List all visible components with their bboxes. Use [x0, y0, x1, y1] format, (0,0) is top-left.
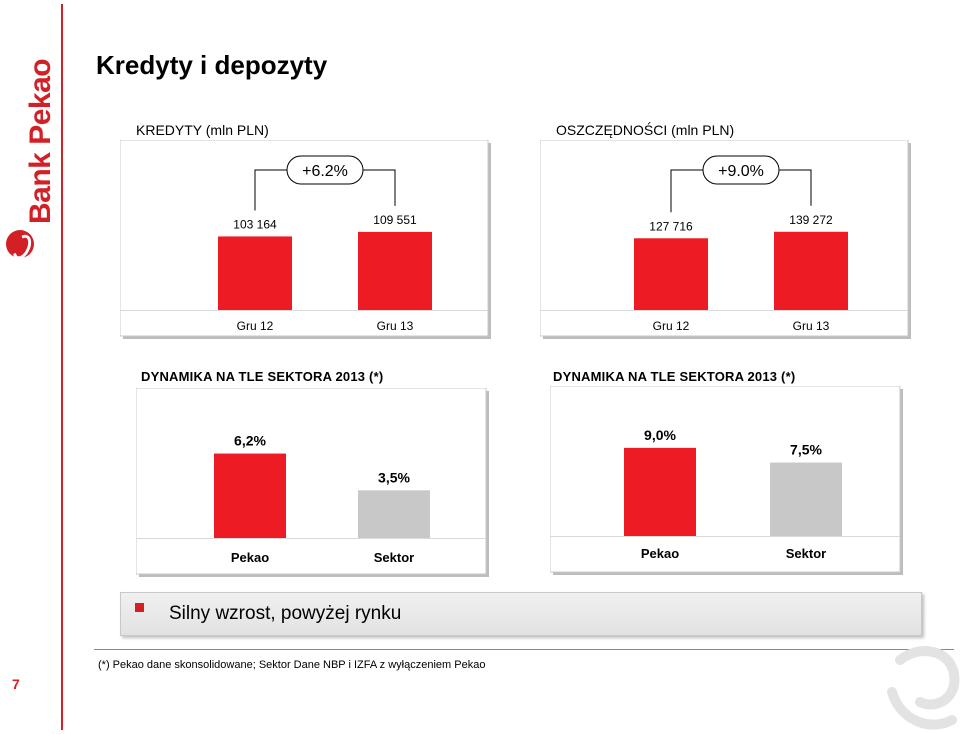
change-label: +6.2%: [302, 163, 348, 180]
kredyty-chart: 103 164 Gru 12 109 551 Gru 13 +6.2%: [120, 140, 491, 339]
dynamika-right-label: DYNAMIKA NA TLE SEKTORA 2013 (*): [553, 369, 796, 384]
dynamika-left-label: DYNAMIKA NA TLE SEKTORA 2013 (*): [141, 369, 384, 384]
category-label: Sektor: [786, 546, 826, 561]
change-label: +9.0%: [718, 163, 764, 180]
bar-value-label: 103 164: [233, 217, 277, 231]
chart-panel: [550, 386, 901, 573]
bar-sektor: [770, 462, 842, 536]
bar-pekao: [214, 453, 286, 538]
bar-gru-12: [634, 238, 708, 310]
change-badge: [702, 155, 780, 185]
page-title: Kredyty i depozyty: [96, 50, 328, 80]
oszczednosci-chart: 127 716 Gru 12 139 272 Gru 13 +9.0%: [540, 140, 911, 339]
kredyty-label: KREDYTY (mln PLN): [136, 122, 269, 138]
category-label: Gru 12: [653, 319, 690, 333]
logo-mark-icon: [6, 230, 34, 258]
bar-value-label: 127 716: [649, 219, 693, 233]
logo-text: Bank Pekao: [24, 58, 57, 224]
bar-pekao: [624, 447, 696, 536]
bar-gru-12: [218, 236, 292, 310]
category-label: Gru 13: [793, 319, 830, 333]
category-label: Gru 12: [237, 319, 274, 333]
bank-logo: Bank Pekao: [0, 34, 57, 258]
category-label: Pekao: [641, 546, 679, 561]
bar-value-label: 7,5%: [790, 442, 822, 458]
category-label: Sektor: [374, 550, 414, 565]
category-label: Gru 13: [377, 319, 414, 333]
category-label: Pekao: [231, 550, 269, 565]
bar-gru-13: [358, 231, 432, 310]
bar-value-label: 6,2%: [234, 433, 266, 449]
footnote-divider: [94, 649, 954, 650]
summary-text: Silny wzrost, powyżej rynku: [169, 603, 402, 624]
watermark-icon: [887, 646, 960, 730]
bar-value-label: 3,5%: [378, 469, 410, 485]
bar-value-label: 9,0%: [644, 427, 676, 443]
bar-value-label: 109 551: [373, 213, 417, 227]
dynamika-left-chart: 6,2% Pekao 3,5% Sektor: [136, 388, 489, 577]
bar-value-label: 139 272: [789, 213, 833, 227]
summary-bar: Silny wzrost, powyżej rynku: [120, 592, 922, 636]
chart-panel: [136, 388, 487, 575]
bar-gru-13: [774, 231, 848, 310]
bar-sektor: [358, 490, 430, 538]
page-number: 7: [12, 676, 20, 692]
change-badge: [286, 155, 364, 185]
oszczednosci-label: OSZCZĘDNOŚCI (mln PLN): [556, 122, 735, 138]
dynamika-right-chart: 9,0% Pekao 7,5% Sektor: [550, 386, 903, 575]
bullet-square-icon: [135, 603, 144, 612]
accent-vertical-line: [61, 4, 63, 730]
footnote: (*) Pekao dane skonsolidowane; Sektor Da…: [98, 659, 486, 671]
